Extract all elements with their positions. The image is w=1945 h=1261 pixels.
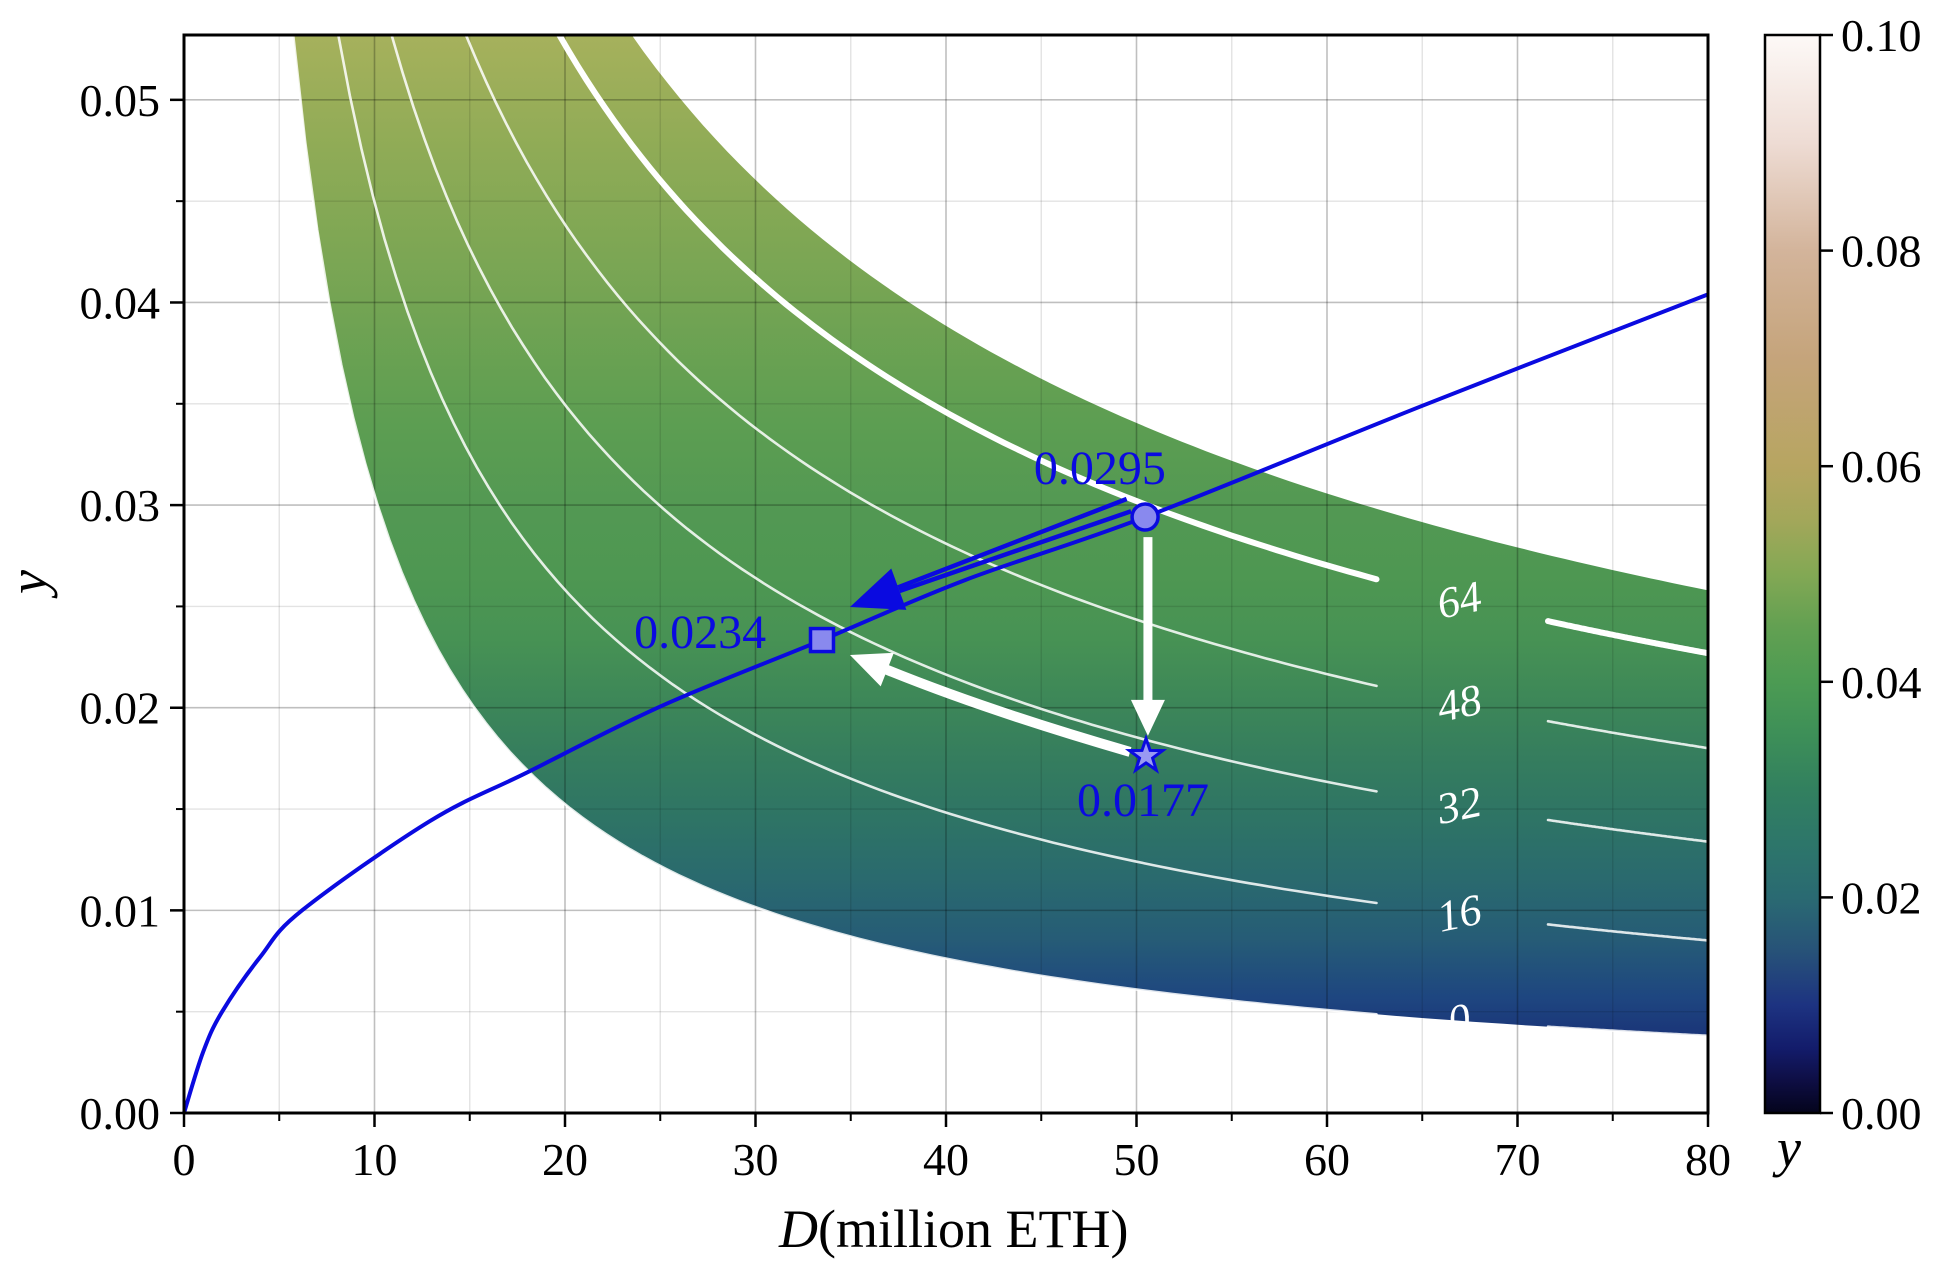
blue-arrow-shaft [897,496,1128,590]
colorbar-tick-label: 0.00 [1841,1088,1922,1139]
y-tick-label: 0.03 [80,480,161,531]
supply-curve [182,292,1709,1114]
axes: 0 10 20 30 40 50 60 70 80 0.00 0.01 0.02 0.03 0.04 0.0… [80,33,1731,1185]
value-annotations: 0.0295 0.0234 0.0177 [634,442,1209,827]
contour-label-48: 48 [1433,675,1486,732]
contour-label-32: 32 [1432,777,1486,834]
white-arrowhead [1130,699,1165,736]
contour-line-32 [390,33,1378,793]
contour-line-0 [1546,1025,1710,1038]
x-tick-label: 70 [1495,1134,1541,1185]
blue-arrowhead [849,568,907,610]
white-curved-arrowhead [849,652,894,687]
annotation-0.0295: 0.0295 [1034,442,1166,495]
white-curved-arrow-shaft [880,663,1132,757]
supply-curve-line [182,292,1709,1114]
y-tick-label: 0.04 [80,277,161,328]
marker-square [808,626,836,654]
contour-line-32 [1546,818,1710,843]
colorbar-tick-label: 0.04 [1841,657,1922,708]
contour-line-16 [1546,923,1710,942]
colorbar-tick-label: 0.06 [1841,441,1922,492]
colorbar: 0.00 0.02 0.04 0.06 0.08 0.10 [1763,10,1922,1139]
annotation-arrows [849,496,1165,757]
colorbar-label: y [1772,1118,1801,1178]
contour-label-16: 16 [1433,885,1486,942]
y-tick-label: 0.01 [80,885,161,936]
annotation-0.0234: 0.0234 [634,606,766,659]
marker-circle [1130,502,1160,532]
contour-line-16 [336,33,1378,905]
x-tick-label: 40 [923,1134,969,1185]
colormap-band [293,35,1709,1036]
blue-arrow-shaft [898,509,1132,594]
x-tick-label: 10 [352,1134,398,1185]
contour-line-48 [1546,719,1710,750]
y-tick-label: 0.05 [80,75,161,126]
colorbar-gradient [1763,33,1822,1115]
x-tick-label: 20 [542,1134,588,1185]
contour-line-48 [464,33,1378,688]
contour-label-64: 64 [1433,572,1486,629]
y-tick-label: 0.02 [80,683,161,734]
contour-lines [291,32,1711,1038]
x-tick-label: 50 [1114,1134,1160,1185]
x-tick-label: 60 [1304,1134,1350,1185]
x-axis-label-units: (million ETH) [818,1199,1128,1259]
x-axis-label-variable: D [778,1199,818,1259]
y-axis-label: y [0,570,58,599]
x-tick-label: 30 [733,1134,779,1185]
x-tick-label: 80 [1685,1134,1731,1185]
contour-line-64 [1545,618,1711,657]
contour-line-64 [556,32,1380,583]
band-fill [293,35,1709,1036]
y-tick-label: 0.00 [80,1088,161,1139]
colorbar-tick-label: 0.10 [1841,10,1922,61]
data-markers [808,502,1168,774]
colorbar-tick-label: 0.02 [1841,872,1922,923]
marker-star [1124,733,1168,774]
contour-line-0 [291,33,1378,1016]
x-tick-label: 0 [173,1134,196,1185]
gridlines [184,35,1708,1113]
colorbar-tick-label: 0.08 [1841,226,1922,277]
annotation-0.0177: 0.0177 [1077,774,1209,827]
